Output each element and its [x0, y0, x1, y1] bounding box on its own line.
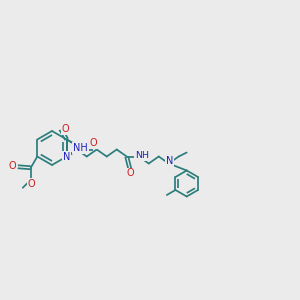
Text: O: O	[9, 161, 16, 171]
Text: N: N	[166, 157, 173, 166]
Text: NH: NH	[73, 143, 88, 153]
Text: O: O	[62, 124, 70, 134]
Text: NH: NH	[135, 151, 149, 160]
Text: O: O	[28, 179, 36, 189]
Text: O: O	[127, 169, 134, 178]
Text: N: N	[63, 152, 70, 161]
Text: O: O	[90, 138, 97, 148]
